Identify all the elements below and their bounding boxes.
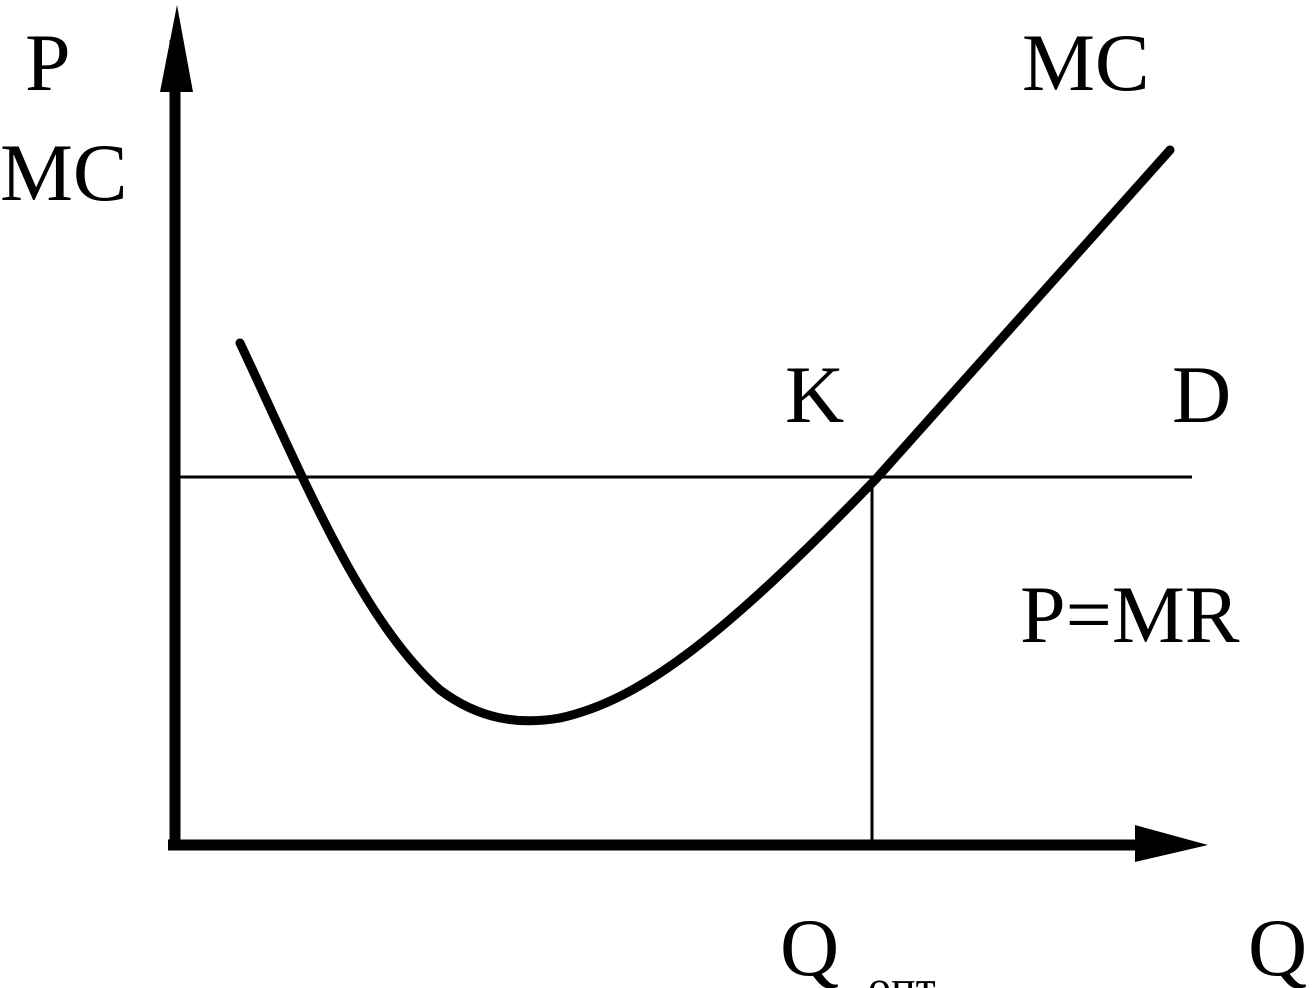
y-axis-label: P [25, 17, 71, 108]
quantity-label: Q [780, 902, 839, 988]
demand-label: D [1172, 349, 1231, 440]
y-axis-arrow [160, 5, 193, 92]
curve-label: MC [1022, 17, 1150, 108]
mc-curve [235, 145, 1175, 726]
point-label: K [785, 349, 844, 440]
y-axis-label: MC [0, 127, 128, 218]
demand-equation: P=MR [1020, 569, 1240, 660]
x-axis-arrow [1135, 825, 1208, 862]
x-axis-label: Q [1248, 902, 1307, 988]
quantity-subscript: опт [868, 961, 936, 988]
